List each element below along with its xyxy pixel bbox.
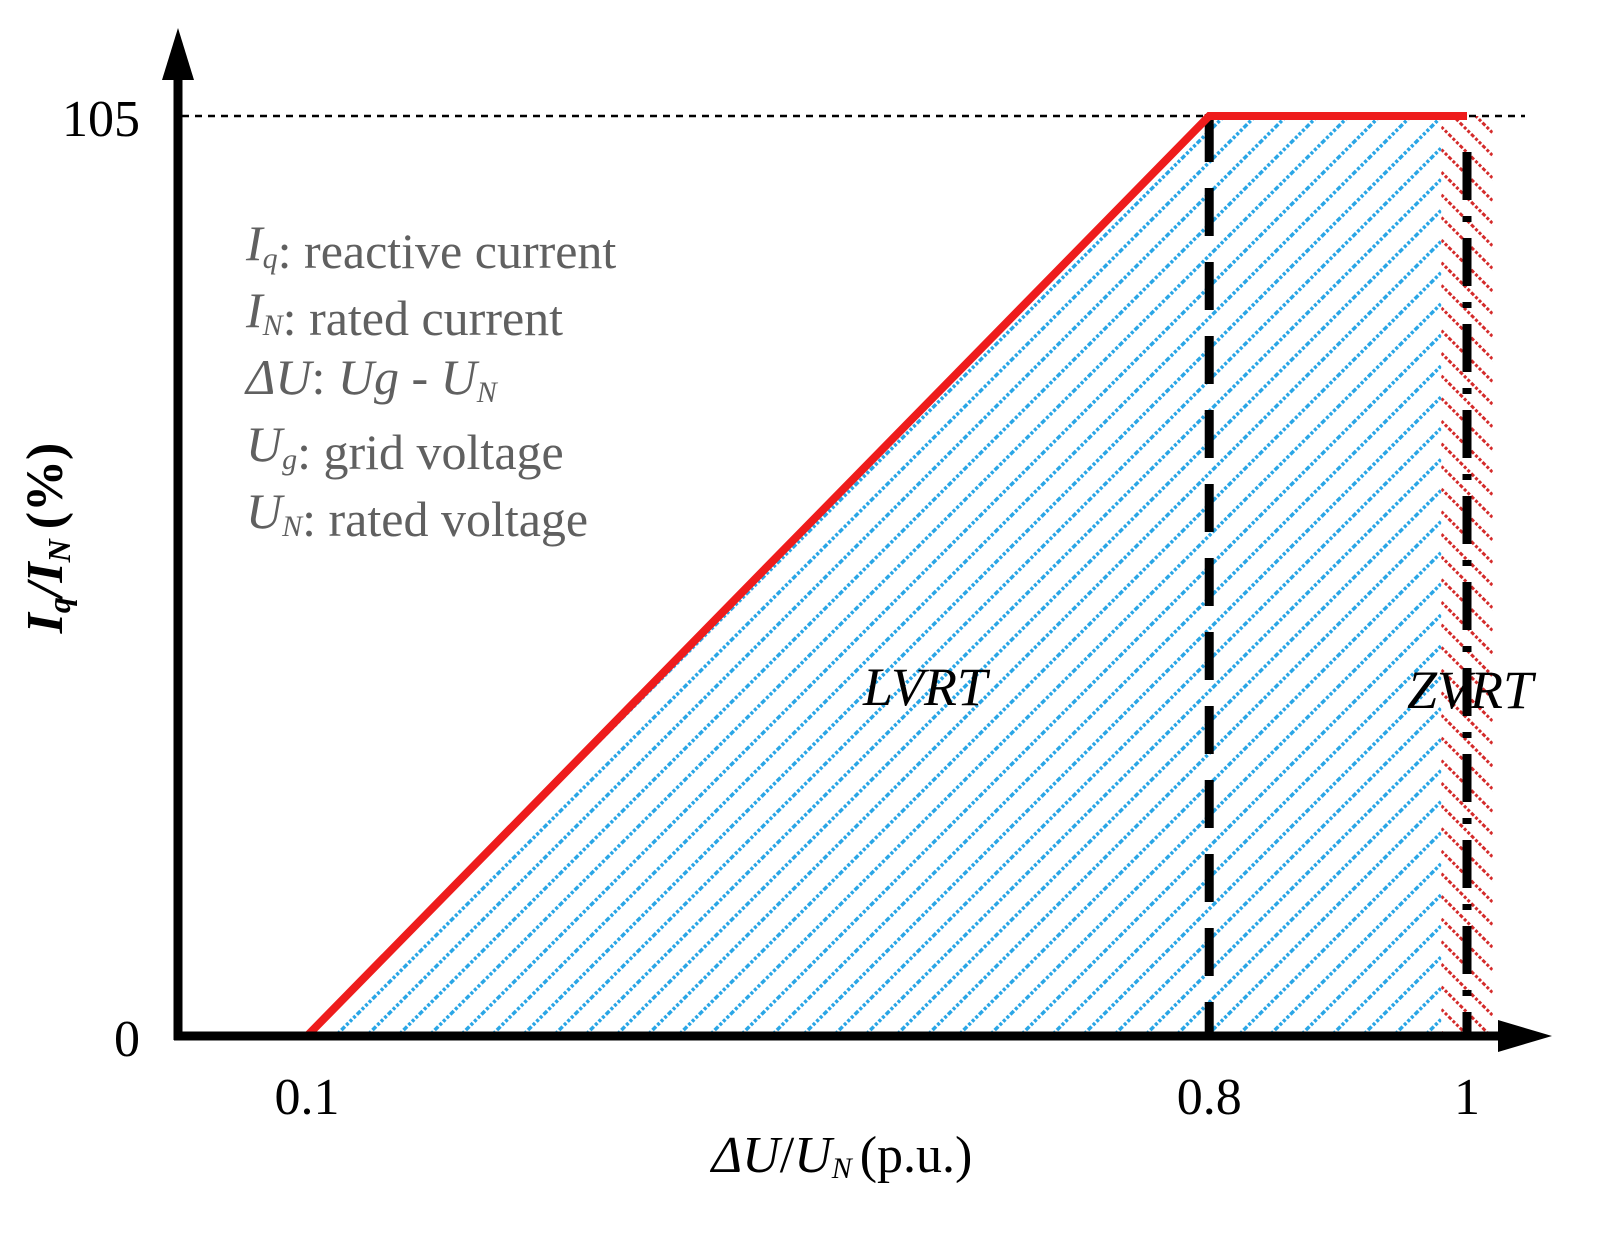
x-axis-title: ΔU/UN (p.u.)	[710, 1127, 973, 1185]
y-tick-label: 0	[114, 1011, 140, 1068]
y-axis-title: Iq/IN(%)	[17, 443, 77, 635]
x-tick-label: 0.1	[275, 1069, 340, 1126]
legend-item: IN: rated current	[245, 282, 563, 346]
region-label-lvrt: LVRT	[862, 657, 991, 717]
x-tick-labels: 0.1 0.8 1	[275, 1069, 1481, 1126]
x-axis	[174, 1020, 1552, 1052]
x-tick-label: 1	[1454, 1069, 1480, 1126]
legend-item: UN: rated voltage	[246, 483, 588, 547]
legend-item: Ug: grid voltage	[246, 416, 564, 480]
y-axis	[162, 28, 194, 1040]
y-tick-label: 105	[62, 91, 140, 148]
lvrt-region-area	[307, 116, 1467, 1036]
legend-item: Iq: reactive current	[245, 215, 616, 279]
reactive-current-curve	[304, 112, 1467, 1039]
y-axis-arrow	[162, 28, 194, 80]
x-tick-label: 0.8	[1177, 1069, 1242, 1126]
x-axis-arrow	[1498, 1020, 1552, 1052]
region-label-zvrt: ZVRT	[1407, 660, 1537, 720]
y-tick-labels: 0 105	[62, 91, 140, 1068]
legend-item: ΔU: Ug - UN	[244, 349, 499, 409]
